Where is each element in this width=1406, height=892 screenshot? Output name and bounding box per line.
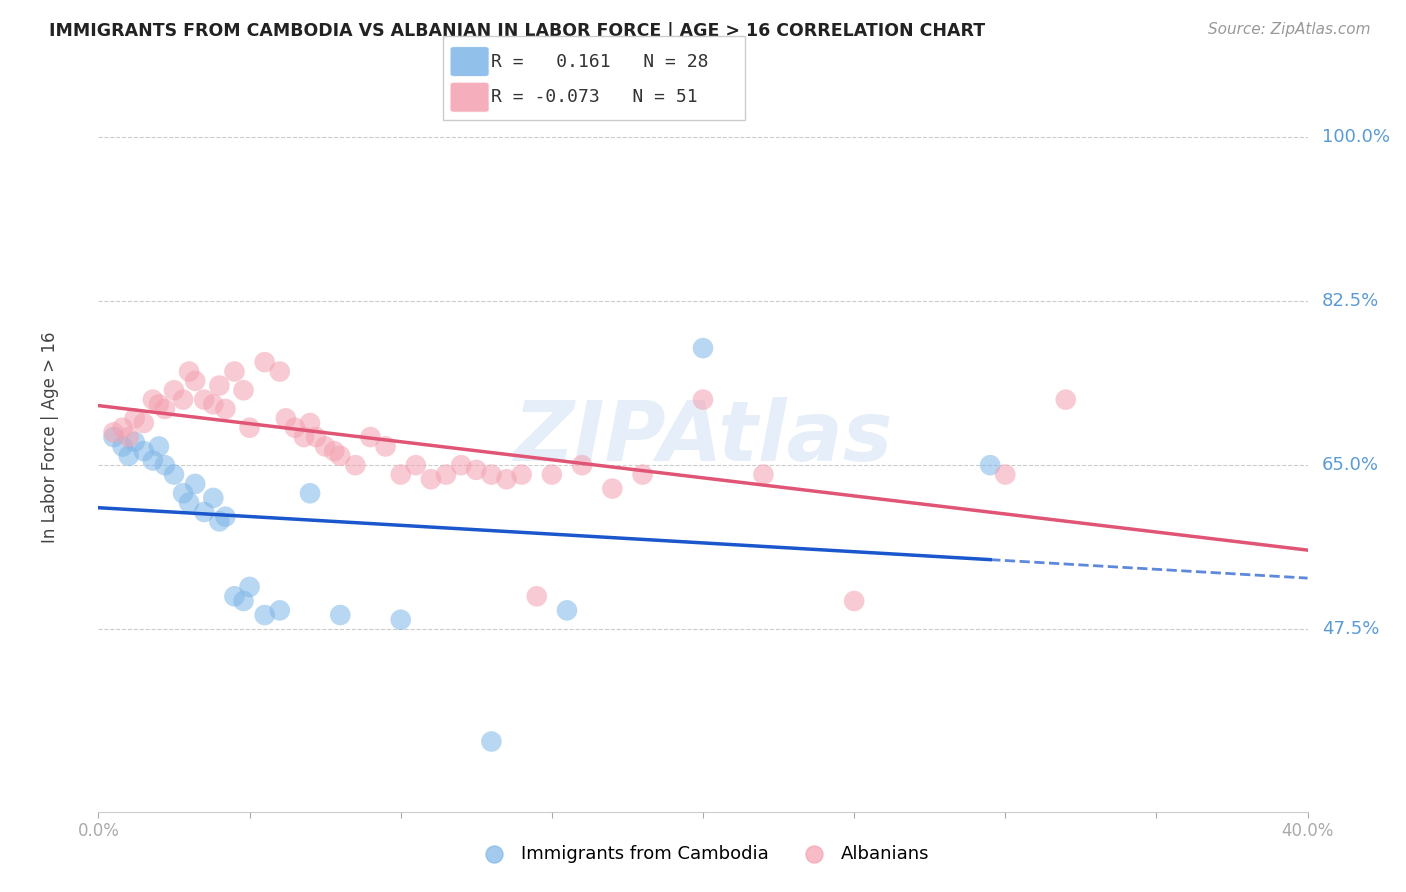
Point (163, 467, 186, 482)
Point (193, 392, 215, 407)
Point (239, 580, 262, 594)
Point (179, 365, 201, 379)
Point (314, 439, 336, 453)
Point (202, 491, 225, 505)
Legend: Immigrants from Cambodia, Albanians: Immigrants from Cambodia, Albanians (470, 838, 936, 870)
Point (232, 594, 254, 608)
Point (292, 430, 315, 444)
Point (142, 453, 165, 467)
Point (631, 467, 654, 482)
Point (495, 472, 517, 486)
Point (344, 458, 367, 473)
Point (172, 486, 194, 500)
Point (118, 430, 141, 444)
Point (132, 444, 155, 458)
Text: 82.5%: 82.5% (1322, 293, 1379, 310)
Text: 100.0%: 100.0% (1322, 128, 1391, 146)
Point (481, 734, 503, 748)
Point (179, 496, 201, 510)
Text: In Labor Force | Age > 16: In Labor Force | Age > 16 (41, 331, 59, 543)
Point (148, 439, 170, 453)
Point (692, 392, 714, 407)
Point (481, 467, 503, 482)
Point (214, 401, 236, 416)
Point (132, 416, 155, 430)
Text: 65.0%: 65.0% (1322, 456, 1379, 475)
Point (450, 458, 472, 473)
Point (979, 458, 1001, 473)
Point (994, 467, 1017, 482)
Point (269, 365, 291, 379)
Point (299, 416, 322, 430)
Point (239, 421, 262, 435)
Point (208, 514, 231, 528)
Text: ZIPAtlas: ZIPAtlas (513, 397, 893, 477)
Point (253, 355, 276, 369)
Point (224, 365, 246, 379)
Point (111, 439, 134, 453)
Text: Source: ZipAtlas.com: Source: ZipAtlas.com (1208, 22, 1371, 37)
Point (526, 590, 548, 604)
Point (284, 421, 307, 435)
Point (124, 411, 146, 425)
Point (299, 486, 322, 500)
Point (465, 463, 488, 477)
Point (329, 449, 352, 463)
Point (405, 458, 427, 473)
Point (305, 430, 328, 444)
Point (208, 378, 231, 392)
Point (269, 603, 291, 617)
Point (434, 467, 457, 482)
Point (163, 384, 186, 398)
Point (844, 594, 866, 608)
Point (571, 458, 593, 473)
Point (540, 467, 562, 482)
Point (153, 401, 176, 416)
Point (124, 434, 146, 449)
Point (184, 374, 207, 388)
Point (692, 341, 714, 355)
Point (142, 392, 165, 407)
Point (153, 458, 176, 473)
Point (510, 467, 533, 482)
Point (253, 608, 276, 623)
Point (389, 467, 412, 482)
Text: 47.5%: 47.5% (1322, 620, 1379, 638)
Point (214, 509, 236, 524)
Point (224, 590, 246, 604)
Point (193, 505, 215, 519)
Point (232, 384, 254, 398)
Point (360, 430, 382, 444)
Point (752, 467, 775, 482)
Point (374, 439, 396, 453)
Text: R =   0.161   N = 28: R = 0.161 N = 28 (491, 53, 709, 70)
Point (420, 472, 443, 486)
Text: IMMIGRANTS FROM CAMBODIA VS ALBANIAN IN LABOR FORCE | AGE > 16 CORRELATION CHART: IMMIGRANTS FROM CAMBODIA VS ALBANIAN IN … (49, 22, 986, 40)
Point (103, 425, 125, 440)
Point (555, 603, 578, 617)
Text: R = -0.073   N = 51: R = -0.073 N = 51 (491, 88, 697, 106)
Point (184, 476, 207, 491)
Point (111, 421, 134, 435)
Point (202, 397, 225, 411)
Point (329, 608, 352, 623)
Point (389, 613, 412, 627)
Point (103, 430, 125, 444)
Point (118, 449, 141, 463)
Point (323, 444, 346, 458)
Point (602, 482, 624, 496)
Point (274, 411, 297, 425)
Point (1054, 392, 1077, 407)
Point (172, 392, 194, 407)
Point (148, 397, 170, 411)
